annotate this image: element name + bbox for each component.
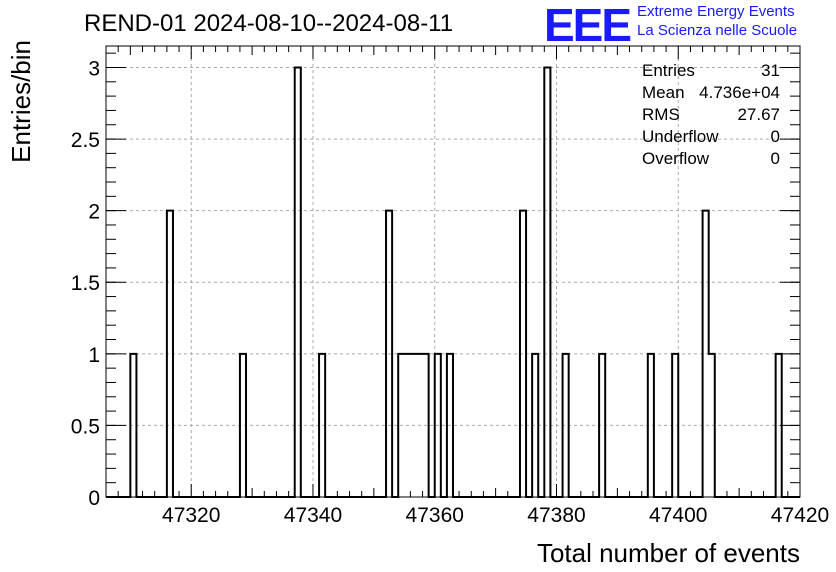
stats-value: 31 <box>761 61 780 80</box>
y-axis-label: Entries/bin <box>6 40 36 163</box>
stats-label: Overflow <box>642 149 710 168</box>
chart-title: REND-01 2024-08-10--2024-08-11 <box>84 10 454 37</box>
stats-row: Underflow 0 <box>642 126 780 148</box>
stats-value: 27.67 <box>737 105 780 124</box>
stats-value: 4.736e+04 <box>699 83 780 102</box>
stats-value: 0 <box>770 149 780 168</box>
y-tick-label: 1.5 <box>71 272 100 295</box>
x-tick-label: 47400 <box>649 504 707 527</box>
stats-label: Entries <box>642 61 695 80</box>
axes: 47320 47340 47360 47380 47400 47420 0 0.5 1 1.5 2 2… <box>71 46 829 527</box>
logo-caption-line1: Extreme Energy Events <box>637 3 795 20</box>
logo-caption-line2: La Scienza nelle Scuole <box>637 22 798 39</box>
stats-label: RMS <box>642 105 680 124</box>
eee-logo: EEE <box>544 0 632 51</box>
x-tick-label: 47360 <box>406 504 464 527</box>
plot-frame <box>105 45 801 498</box>
x-axis-label: Total number of events <box>537 538 800 568</box>
stats-row: Overflow 0 <box>642 148 780 170</box>
x-tick-label: 47380 <box>527 504 585 527</box>
stats-row: RMS 27.67 <box>642 104 780 126</box>
grid-lines <box>106 46 800 497</box>
y-tick-label: 0.5 <box>71 415 100 438</box>
stats-label: Mean <box>642 83 685 102</box>
x-tick-label: 47320 <box>162 504 220 527</box>
stats-row: Entries 31 <box>642 60 780 82</box>
y-tick-label: 2.5 <box>71 129 100 152</box>
stats-label: Underflow <box>642 127 719 146</box>
y-tick-label: 0 <box>88 487 100 510</box>
y-tick-label: 1 <box>88 344 100 367</box>
y-tick-label: 2 <box>88 201 100 224</box>
stats-row: Mean 4.736e+04 <box>642 82 780 104</box>
y-tick-label: 3 <box>88 57 100 80</box>
logo-caption: Extreme Energy Events La Scienza nelle S… <box>637 2 797 40</box>
stats-box: Entries 31 Mean 4.736e+04 RMS 27.67 Underflow 0… <box>642 60 780 170</box>
stats-value: 0 <box>770 127 780 146</box>
x-tick-label: 47420 <box>771 504 829 527</box>
x-tick-label: 47340 <box>284 504 342 527</box>
